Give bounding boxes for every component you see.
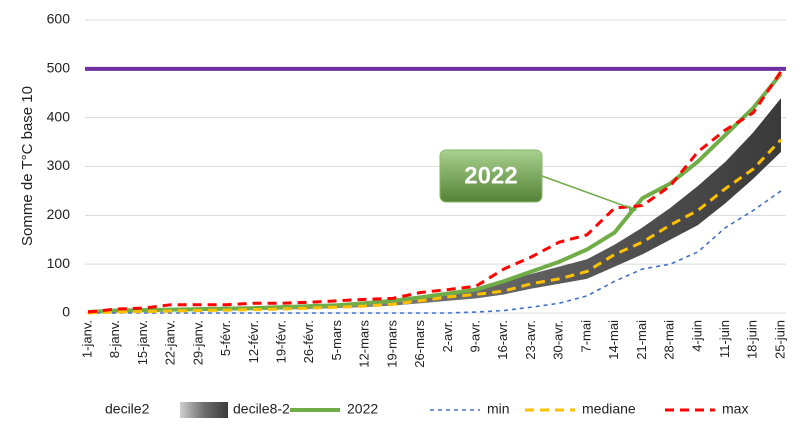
x-tick-label: 25-juin (772, 320, 787, 359)
y-tick-label: 200 (47, 206, 71, 222)
x-tick-label: 30-avr. (551, 320, 566, 360)
x-tick-label: 18-juin (745, 320, 760, 359)
x-tick-label: 29-janv. (190, 320, 205, 365)
legend-label: min (487, 401, 510, 417)
legend-label: decile8-2 (233, 401, 290, 417)
x-tick-label: 5-févr. (218, 320, 233, 356)
y-tick-label: 600 (47, 11, 71, 27)
plot-area: 0 100 200 300 400 500 600 1-janv. 8-janv. 15-janv… (47, 11, 788, 368)
y-axis-label: Somme de T°C base 10 (19, 86, 36, 246)
x-tick-label: 22-janv. (163, 320, 178, 365)
x-tick-label: 8-janv. (107, 320, 122, 358)
x-tick-label: 16-avr. (495, 320, 510, 360)
annotation-arrowhead (628, 205, 637, 214)
legend: decile2 decile8-2 2022 min mediane max (105, 401, 748, 418)
y-tick-label: 500 (47, 60, 71, 76)
line-max (87, 70, 783, 314)
x-tick-label: 14-mai (606, 320, 621, 360)
annotation-arrow (541, 175, 637, 211)
x-tick-label: 15-janv. (135, 320, 150, 365)
y-tick-label: 300 (47, 157, 71, 173)
x-tick-label: 28-mai (662, 320, 677, 360)
line-mediane (87, 138, 783, 315)
line-min (88, 190, 782, 314)
x-tick-label: 19-mars (384, 320, 399, 368)
y-tick-label: 400 (47, 108, 71, 124)
x-tick-label: 5-mars (329, 320, 344, 361)
x-tick-label: 2-avr. (440, 320, 455, 353)
x-tick-label: 26-févr. (301, 320, 316, 363)
y-tick-label: 100 (47, 255, 71, 271)
y-tick-label: 0 (62, 304, 70, 320)
x-tick-label: 21-mai (634, 320, 649, 360)
x-tick-label: 12-mars (357, 320, 372, 368)
x-tick-label: 11-juin (717, 320, 732, 358)
line-2022 (87, 72, 783, 315)
x-tick-label: 4-juin (689, 320, 704, 352)
x-tick-label: 23-avr. (523, 320, 538, 360)
legend-label: max (722, 401, 748, 417)
legend-label: mediane (582, 401, 636, 417)
x-tick-label: 19-févr. (273, 320, 288, 363)
x-tick-label: 1-janv. (79, 320, 94, 358)
x-tick-label: 26-mars (412, 320, 427, 368)
x-tick-label: 12-févr. (246, 320, 261, 363)
x-tick-label: 9-avr. (468, 320, 483, 353)
x-tick-label: 7-mai (578, 320, 593, 353)
annotation-text: 2022 (464, 162, 517, 189)
legend-swatch (180, 402, 228, 418)
legend-label: 2022 (347, 401, 378, 417)
legend-label: decile2 (105, 401, 150, 417)
